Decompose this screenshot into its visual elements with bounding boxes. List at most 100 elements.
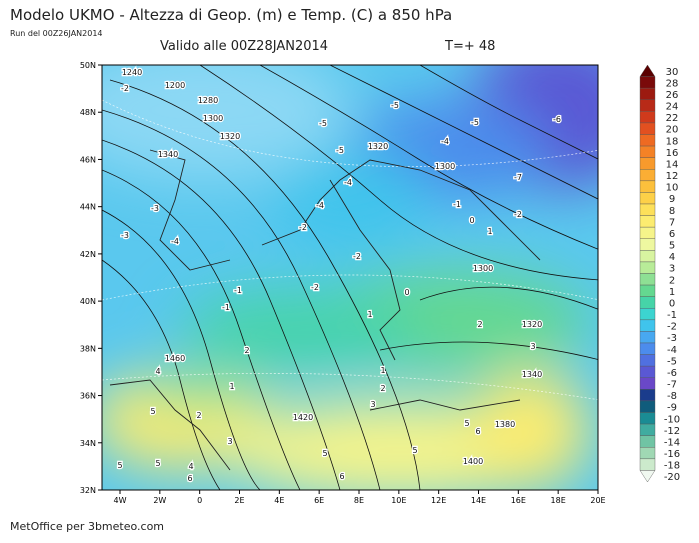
step: T=+ 48 [444, 39, 495, 54]
colorbar-label: -2 [667, 322, 677, 333]
contour-label: -5 [391, 101, 399, 110]
colorbar-label: 8 [669, 206, 675, 217]
lon-label: 4E [274, 496, 284, 505]
colorbar-cell [639, 157, 656, 170]
contour-label: -3 [121, 231, 129, 240]
colorbar-cell [639, 180, 656, 193]
map-frame [101, 64, 599, 491]
contour-label: 1 [487, 227, 492, 236]
contour-label: 5 [464, 419, 469, 428]
lat-label: 46N [80, 155, 96, 164]
colorbar-label: -5 [667, 356, 677, 367]
contour-label: 0 [404, 288, 409, 297]
colorbar-label: 4 [669, 252, 675, 263]
colorbar-cell [639, 134, 656, 147]
valid: Valido alle 00Z28JAN2014 [160, 39, 328, 54]
contour-label: -2 [514, 210, 522, 219]
contour-label: 2 [196, 411, 201, 420]
title: Modelo UKMO - Altezza di Geop. (m) e Tem… [10, 6, 452, 24]
colorbar-label: -7 [667, 380, 677, 391]
colorbar-label: -20 [664, 472, 680, 483]
colorbar-cell [639, 354, 656, 367]
contour-label: -3 [151, 204, 159, 213]
colorbar-label: 9 [669, 194, 675, 205]
contour-label: 2 [244, 346, 249, 355]
contour-label: -5 [471, 118, 479, 127]
contour-label: 1280 [198, 96, 218, 105]
contour-label: 5 [150, 407, 155, 416]
contour-label: -2 [299, 223, 307, 232]
lat-label: 48N [80, 108, 96, 117]
contour-label: -2 [353, 252, 361, 261]
contour-label: -4 [171, 237, 179, 246]
lon-label: 14E [471, 496, 486, 505]
contour-label: 1240 [122, 68, 142, 77]
colorbar-label: -16 [664, 449, 680, 460]
lon-label: 0 [197, 496, 202, 505]
colorbar-cell [639, 319, 656, 332]
contour-label: 1300 [435, 162, 455, 171]
colorbar-label: 0 [669, 298, 675, 309]
colorbar-label: 28 [666, 78, 679, 89]
colorbar-label: 24 [666, 102, 679, 113]
colorbar-cell [639, 250, 656, 263]
colorbar-cell [639, 423, 656, 436]
colorbar-label: -8 [667, 391, 677, 402]
colorbar-label: 6 [669, 229, 675, 240]
colorbar-cell [639, 470, 656, 483]
colorbar-label: 14 [666, 159, 679, 170]
lat-label: 42N [80, 250, 96, 259]
colorbar-cell [639, 203, 656, 216]
colorbar-cell [639, 447, 656, 460]
colorbar-cell [639, 377, 656, 390]
contour-label: 5 [412, 446, 417, 455]
lon-label: 8E [354, 496, 364, 505]
colorbar-label: -14 [664, 437, 680, 448]
contour-label: -1 [222, 303, 230, 312]
colorbar-cell [639, 261, 656, 274]
contour-label: 6 [475, 427, 480, 436]
contour-label: -1 [234, 286, 242, 295]
contour-label: 1420 [293, 413, 313, 422]
colorbar-cell [639, 365, 656, 378]
colorbar-label: -9 [667, 403, 677, 414]
contour-label: 0 [469, 216, 474, 225]
contour-label: -2 [121, 84, 129, 93]
colorbar-cell [639, 145, 656, 158]
contour-label: 6 [187, 474, 192, 483]
lat-label: 50N [80, 61, 96, 70]
colorbar-label: 22 [666, 113, 679, 124]
lon-label: 20E [590, 496, 605, 505]
contour-label: 1340 [158, 150, 178, 159]
lon-label: 16E [511, 496, 526, 505]
contour-label: 1320 [522, 320, 542, 329]
colorbar-label: 3 [669, 264, 675, 275]
colorbar-label: -10 [664, 414, 680, 425]
footer: MetOffice per 3bmeteo.com [10, 520, 164, 533]
lon-label: 12E [431, 496, 446, 505]
contour-label: 3 [227, 437, 232, 446]
contour-label: 3 [530, 342, 535, 351]
contour-label: -7 [514, 173, 522, 182]
lat-label: 38N [80, 344, 96, 353]
contour-label: 5 [155, 459, 160, 468]
contour-label: 1460 [165, 354, 185, 363]
colorbar-label: 16 [666, 148, 679, 159]
colorbar-label: -12 [664, 426, 680, 437]
colorbar-label: -4 [667, 345, 677, 356]
colorbar-label: 2 [669, 275, 675, 286]
colorbar-cell [639, 99, 656, 112]
colorbar-label: -18 [664, 461, 680, 472]
colorbar-cell [639, 215, 656, 228]
contour-label: 2 [380, 384, 385, 393]
colorbar-cell [639, 296, 656, 309]
contour-label: 5 [117, 461, 122, 470]
lon-label: 18E [551, 496, 566, 505]
colorbar-label: 5 [669, 241, 675, 252]
colorbar-cell [639, 64, 656, 77]
colorbar-cell [639, 111, 656, 124]
colorbar-cell [639, 122, 656, 135]
lat-label: 44N [80, 203, 96, 212]
contour-label: -6 [553, 115, 561, 124]
